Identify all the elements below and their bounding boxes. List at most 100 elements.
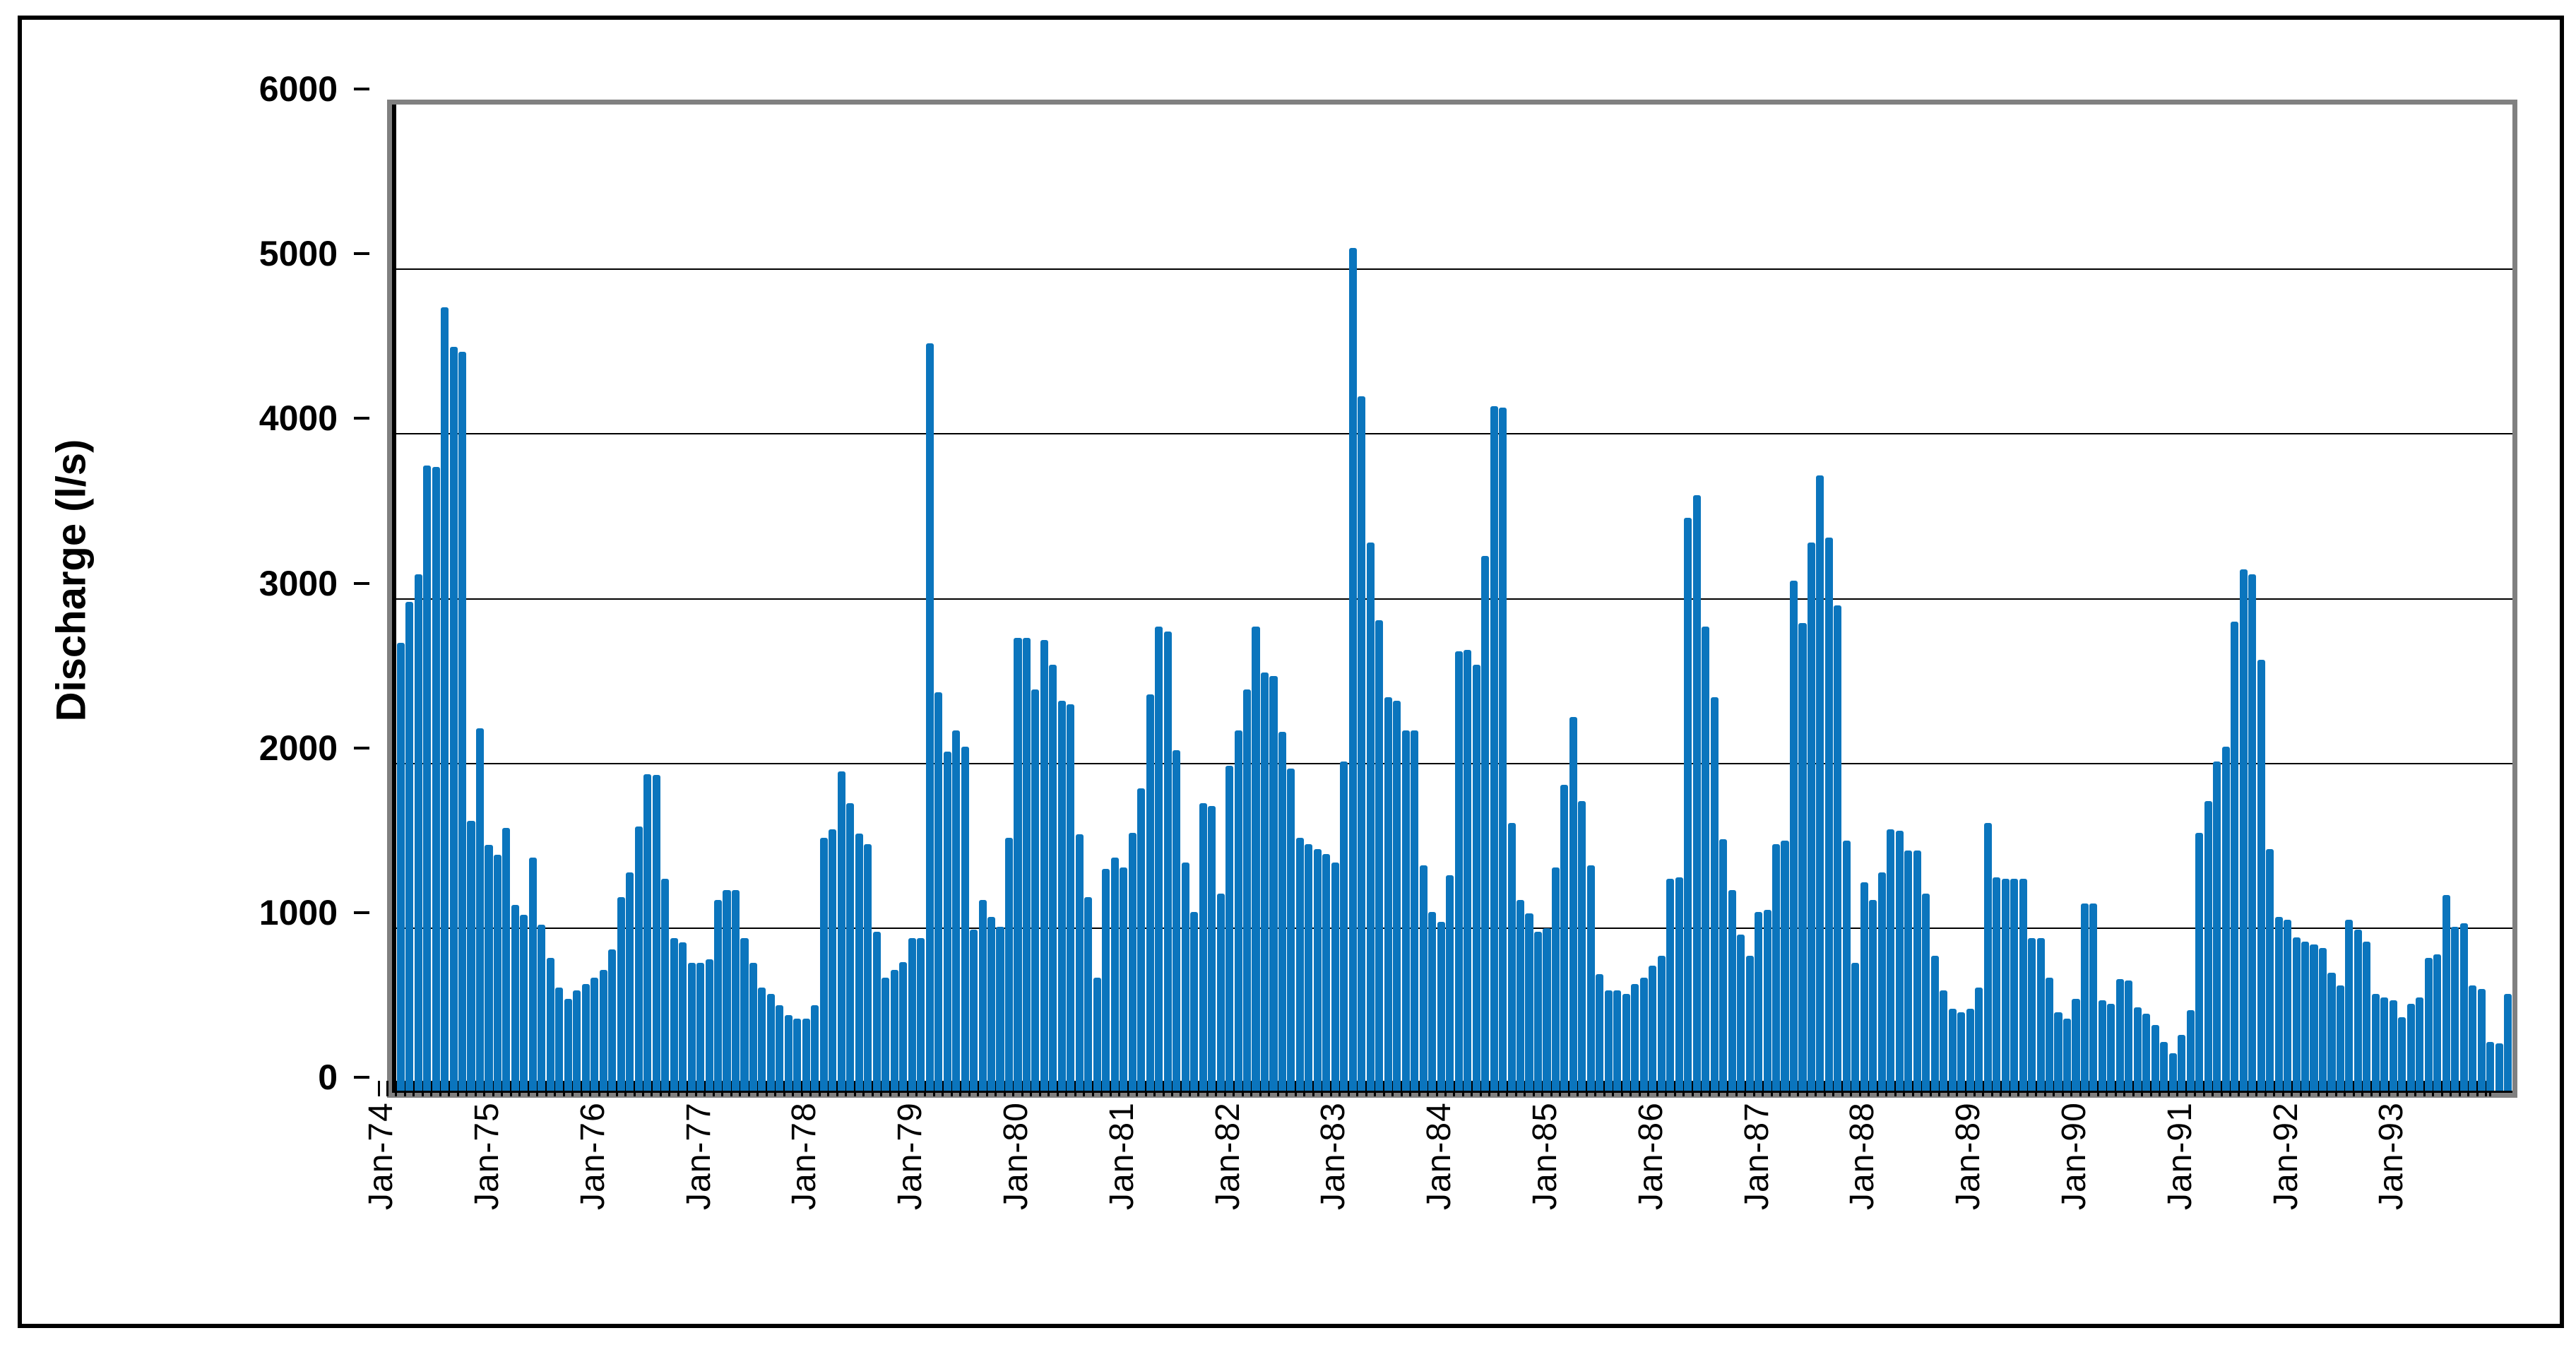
bar-month-21 xyxy=(581,984,590,1093)
bar-month-194 xyxy=(2107,1004,2115,1093)
x-tick-mark-56 xyxy=(871,1081,874,1096)
bar-month-137 xyxy=(1604,990,1613,1093)
bar-month-237 xyxy=(2486,1041,2495,1093)
x-tick-mark-149 xyxy=(1691,1081,1694,1096)
bar-month-129 xyxy=(1533,931,1543,1093)
x-tick-mark-75 xyxy=(1038,1081,1041,1096)
x-tick-mark-7 xyxy=(439,1081,441,1096)
bar-month-159 xyxy=(1798,623,1807,1093)
bar-month-123 xyxy=(1481,555,1490,1093)
x-tick-mark-48 xyxy=(800,1081,803,1096)
bar-month-77 xyxy=(1075,834,1084,1093)
bar-month-36 xyxy=(714,900,723,1093)
x-tick-mark-92 xyxy=(1188,1081,1191,1096)
x-tick-mark-183 xyxy=(1990,1081,1993,1096)
x-tick-mark-230 xyxy=(2405,1081,2408,1096)
x-tick-mark-198 xyxy=(2123,1081,2126,1096)
x-tick-mark-46 xyxy=(783,1081,785,1096)
x-tick-mark-102 xyxy=(1276,1081,1279,1096)
bar-month-95 xyxy=(1234,730,1242,1093)
bar-month-108 xyxy=(1348,247,1357,1093)
x-tick-mark-130 xyxy=(1524,1081,1526,1096)
x-tick-mark-177 xyxy=(1938,1081,1941,1096)
bar-month-24 xyxy=(608,949,617,1093)
x-tick-mark-169 xyxy=(1868,1081,1870,1096)
x-tick-mark-22 xyxy=(571,1081,574,1096)
bar-month-135 xyxy=(1586,865,1595,1093)
bar-month-211 xyxy=(2257,659,2265,1093)
y-tick-mark-0 xyxy=(354,1076,369,1079)
y-axis-line xyxy=(392,105,396,1093)
bar-month-189 xyxy=(2062,1019,2072,1093)
bar-month-182 xyxy=(2001,878,2010,1093)
x-tick-mark-226 xyxy=(2370,1081,2373,1096)
bar-month-230 xyxy=(2424,957,2433,1093)
bar-month-147 xyxy=(1692,494,1701,1093)
x-tick-mark-20 xyxy=(554,1081,557,1096)
bar-month-72 xyxy=(1031,689,1040,1093)
y-tick-label-5000: 5000 xyxy=(259,234,338,274)
gridline-2000 xyxy=(392,762,2512,764)
x-tick-mark-205 xyxy=(2185,1081,2188,1096)
x-tick-mark-148 xyxy=(1682,1081,1685,1096)
x-tick-mark-133 xyxy=(1550,1081,1553,1096)
x-tick-mark-84 xyxy=(1118,1081,1121,1096)
bar-month-161 xyxy=(1816,475,1824,1093)
bar-month-86 xyxy=(1155,627,1163,1093)
x-tick-mark-107 xyxy=(1321,1081,1324,1096)
bar-month-71 xyxy=(1022,638,1031,1093)
x-tick-mark-65 xyxy=(950,1081,953,1096)
bar-month-50 xyxy=(837,771,845,1093)
x-tick-mark-236 xyxy=(2458,1081,2461,1096)
bar-month-98 xyxy=(1260,672,1269,1093)
x-tick-mark-223 xyxy=(2344,1081,2346,1096)
x-tick-mark-14 xyxy=(501,1081,504,1096)
bar-month-6 xyxy=(449,346,458,1093)
x-tick-mark-86 xyxy=(1136,1081,1139,1096)
y-tick-mark-2000 xyxy=(354,746,369,749)
bar-month-39 xyxy=(740,937,749,1093)
bar-month-198 xyxy=(2142,1014,2151,1093)
x-tick-mark-163 xyxy=(1815,1081,1817,1096)
bar-month-131 xyxy=(1551,867,1560,1093)
bar-month-162 xyxy=(1824,538,1833,1093)
bar-month-107 xyxy=(1340,762,1348,1093)
y-tick-mark-4000 xyxy=(354,417,369,420)
bar-month-110 xyxy=(1366,543,1375,1093)
y-tick-mark-3000 xyxy=(354,581,369,585)
x-tick-mark-5 xyxy=(421,1081,424,1096)
bar-month-224 xyxy=(2371,994,2380,1093)
x-tick-mark-179 xyxy=(1956,1081,1959,1096)
bar-month-176 xyxy=(1948,1009,1957,1093)
x-tick-mark-26 xyxy=(607,1081,610,1096)
bar-month-226 xyxy=(2389,1000,2397,1093)
bar-month-120 xyxy=(1454,651,1463,1093)
x-tick-mark-206 xyxy=(2194,1081,2197,1096)
bar-month-74 xyxy=(1049,664,1057,1093)
x-tick-mark-62 xyxy=(924,1081,927,1096)
bar-month-236 xyxy=(2477,989,2486,1093)
x-tick-mark-140 xyxy=(1612,1081,1615,1096)
gridline-3000 xyxy=(392,598,2512,600)
x-tick-mark-191 xyxy=(2061,1081,2064,1096)
x-tick-mark-32 xyxy=(659,1081,662,1096)
bar-month-29 xyxy=(652,775,660,1093)
bar-month-127 xyxy=(1516,900,1525,1093)
bar-month-117 xyxy=(1428,911,1437,1093)
x-tick-mark-157 xyxy=(1762,1081,1764,1096)
x-tick-mark-224 xyxy=(2352,1081,2355,1096)
bar-month-27 xyxy=(634,826,643,1093)
x-tick-mark-31 xyxy=(651,1081,653,1096)
x-tick-mark-145 xyxy=(1656,1081,1658,1096)
bar-month-55 xyxy=(882,977,890,1093)
bar-month-46 xyxy=(802,1019,810,1093)
bar-month-181 xyxy=(1993,877,2001,1093)
bar-month-56 xyxy=(890,970,898,1093)
bar-month-7 xyxy=(458,351,467,1093)
x-tick-mark-170 xyxy=(1876,1081,1879,1096)
x-tick-mark-111 xyxy=(1356,1081,1359,1096)
x-tick-mark-95 xyxy=(1215,1081,1218,1096)
bar-month-190 xyxy=(2072,999,2080,1093)
x-tick-mark-167 xyxy=(1850,1081,1853,1096)
x-tick-mark-73 xyxy=(1021,1081,1023,1096)
